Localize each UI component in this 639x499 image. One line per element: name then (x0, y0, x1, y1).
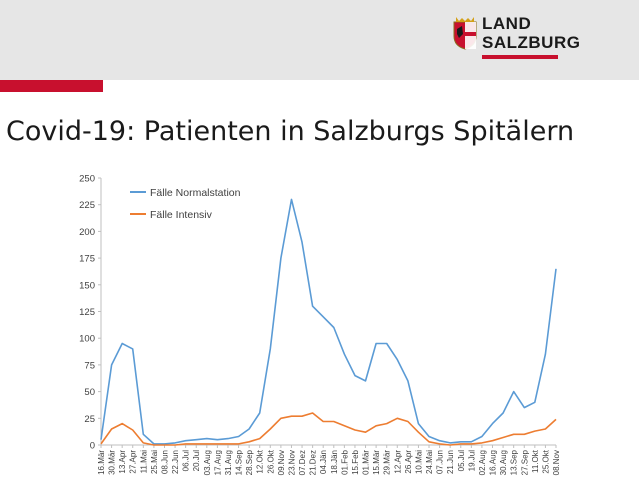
x-tick-label: 08.Nov (552, 450, 561, 475)
x-tick-label: 06.Jul (182, 450, 191, 472)
page-title: Covid-19: Patienten in Salzburgs Spitäle… (6, 116, 575, 147)
x-tick-label: 26.Okt (266, 449, 275, 473)
x-tick-label: 28.Sep (245, 449, 254, 475)
y-tick-label: 150 (79, 280, 95, 291)
x-tick-label: 30.Aug (499, 450, 508, 475)
x-tick-label: 01.Mär (362, 450, 371, 475)
accent-bar (0, 80, 103, 92)
y-tick-label: 25 (84, 414, 95, 425)
legend-label: Fälle Intensiv (150, 209, 213, 221)
x-tick-label: 09.Nov (277, 450, 286, 475)
x-tick-label: 11.Okt (531, 449, 540, 473)
x-tick-label: 15.Mär (372, 450, 381, 475)
legend-label: Fälle Normalstation (150, 187, 241, 199)
x-tick-label: 11.Mai (139, 450, 148, 474)
x-tick-label: 02.Aug (478, 450, 487, 475)
y-tick-label: 75 (84, 360, 95, 371)
y-tick-label: 100 (79, 334, 95, 345)
x-tick-label: 13.Apr (118, 450, 127, 474)
x-tick-label: 29.Mär (383, 450, 392, 475)
x-tick-label: 16.Aug (489, 450, 498, 475)
x-tick-label: 19.Jul (467, 450, 476, 472)
land-salzburg-logo: LAND SALZBURG (452, 14, 602, 64)
x-tick-label: 20.Jul (192, 450, 201, 472)
x-tick-label: 26.Apr (404, 450, 413, 474)
x-tick-label: 27.Sep (520, 449, 529, 475)
x-tick-label: 07.Dez (298, 450, 307, 475)
x-tick-label: 18.Jän (330, 450, 339, 474)
x-tick-label: 22.Jun (171, 450, 180, 474)
x-tick-label: 12.Okt (256, 449, 265, 473)
x-tick-label: 21.Dez (309, 450, 318, 475)
x-tick-label: 24.Mai (425, 450, 434, 474)
x-tick-label: 13.Sep (510, 449, 519, 475)
x-tick-label: 17.Aug (213, 450, 222, 475)
x-tick-label: 10.Mai (414, 450, 423, 474)
y-tick-label: 200 (79, 227, 95, 238)
y-tick-label: 125 (79, 307, 95, 318)
x-tick-label: 14.Sep (235, 449, 244, 475)
x-tick-label: 25.Mai (150, 450, 159, 474)
x-tick-label: 23.Nov (287, 450, 296, 475)
x-tick-label: 08.Jun (160, 450, 169, 474)
x-tick-label: 03.Aug (203, 450, 212, 475)
x-tick-label: 21.Jun (446, 450, 455, 474)
x-tick-label: 04.Jän (319, 450, 328, 474)
header-band (0, 0, 639, 80)
logo-line-2: SALZBURG (482, 33, 581, 52)
y-tick-label: 250 (79, 174, 95, 185)
logo-line-1: LAND (482, 14, 532, 33)
series-line-normalstation (100, 198, 557, 445)
series-line-intensiv (100, 412, 557, 446)
x-tick-label: 15.Feb (351, 449, 360, 474)
y-tick-label: 225 (79, 200, 95, 211)
y-tick-label: 175 (79, 254, 95, 265)
x-tick-label: 05.Jul (457, 450, 466, 472)
x-tick-label: 25.Okt (541, 449, 550, 473)
x-tick-label: 01.Feb (340, 449, 349, 474)
y-tick-label: 50 (84, 387, 95, 398)
logo-text: LAND SALZBURG (482, 14, 580, 52)
x-tick-label: 07.Jun (436, 450, 445, 474)
x-tick-label: 27.Apr (129, 450, 138, 474)
y-tick-label: 0 (90, 441, 95, 452)
x-tick-label: 30.Mär (108, 450, 117, 475)
x-tick-label: 12.Apr (393, 450, 402, 474)
logo-underline (482, 55, 558, 59)
patients-line-chart: 0 25 50 75 100 125 150 175 200 225 250 16.Mär 30.Mär… (79, 174, 561, 476)
x-tick-label: 31.Aug (224, 450, 233, 475)
coat-of-arms-icon (453, 17, 477, 50)
x-tick-label: 16.Mär (97, 450, 106, 475)
